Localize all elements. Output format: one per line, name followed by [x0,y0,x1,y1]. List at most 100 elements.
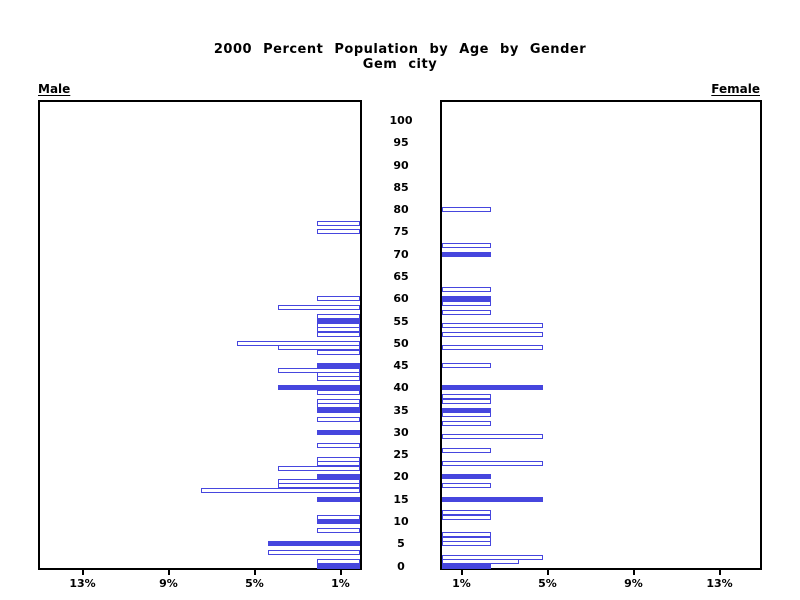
bar-male-age-53 [317,327,360,333]
age-axis-label-80: 80 [393,203,409,217]
bar-male-age-24 [317,456,360,462]
bar-male-age-22 [278,465,360,471]
age-axis-label-75: 75 [393,225,409,239]
bar-female-age-35 [442,407,492,413]
bar-male-age-50 [237,340,360,346]
bar-female-age-1 [442,559,520,565]
bar-male-age-52 [317,331,360,337]
age-axis-label-95: 95 [393,136,409,150]
age-axis-label-70: 70 [393,247,409,261]
female-pct-5-tick [546,570,549,575]
male-pct-1-label: 1% [331,577,350,590]
age-axis-label-90: 90 [393,158,409,172]
male-panel-label: Male [38,82,71,96]
bar-male-age-1 [317,559,360,565]
bar-female-age-6 [442,536,492,542]
bar-female-age-59 [442,300,492,306]
bar-female-age-26 [442,447,492,453]
chart-title: 2000 Percent Population by Age by Gender [213,42,587,57]
bar-female-age-54 [442,322,544,328]
bar-male-age-49 [278,345,360,351]
bar-male-age-40 [278,385,360,391]
bar-female-age-45 [442,363,492,369]
bar-male-age-42 [317,376,360,382]
bar-female-age-29 [442,434,544,440]
age-axis-label-40: 40 [393,381,409,395]
bar-male-age-75 [317,229,360,235]
bar-male-age-58 [278,305,360,311]
age-axis-label-65: 65 [393,269,409,283]
bar-female-age-40 [442,385,544,391]
bar-male-age-39 [317,389,360,395]
bar-female-age-62 [442,287,492,293]
age-axis-label-85: 85 [393,180,409,194]
bar-female-age-72 [442,242,492,248]
bar-female-age-18 [442,483,492,489]
bar-female-age-49 [442,345,544,351]
age-axis-label-0: 0 [397,559,405,573]
female-pct-5-label: 5% [538,577,557,590]
bar-female-age-37 [442,398,492,404]
female-pct-9-label: 9% [624,577,643,590]
male-pct-9-tick [167,570,170,575]
bar-male-age-43 [317,371,360,377]
bar-male-age-30 [317,429,360,435]
bar-female-age-52 [442,331,544,337]
bar-female-age-38 [442,394,492,400]
bar-female-age-60 [442,296,492,302]
bar-male-age-44 [278,367,360,373]
bar-male-age-48 [317,349,360,355]
bar-male-age-36 [317,403,360,409]
bar-male-age-18 [278,483,360,489]
bar-female-age-7 [442,532,492,538]
age-axis-label-15: 15 [393,492,409,506]
bar-male-age-8 [317,527,360,533]
bar-male-age-55 [317,318,360,324]
age-axis-label-20: 20 [393,470,409,484]
bar-female-age-12 [442,510,492,516]
female-panel [440,100,762,570]
bar-male-age-3 [267,550,360,556]
age-axis-label-50: 50 [393,336,409,350]
bar-female-age-0 [442,563,492,569]
bar-female-age-34 [442,412,492,418]
male-panel [38,100,362,570]
bar-male-age-45 [317,363,360,369]
age-axis-label-100: 100 [389,114,413,128]
bar-male-age-35 [317,407,360,413]
male-pct-9-label: 9% [159,577,178,590]
bar-male-age-27 [317,443,360,449]
bar-male-age-0 [317,563,360,569]
bar-male-age-77 [317,220,360,226]
bar-female-age-70 [442,251,492,257]
female-pct-1-label: 1% [452,577,471,590]
bar-male-age-23 [317,461,360,467]
bar-male-age-56 [317,314,360,320]
bar-male-age-15 [317,496,360,502]
female-panel-label: Female [711,82,760,96]
female-pct-1-tick [460,570,463,575]
male-pct-5-tick [253,570,256,575]
bar-male-age-33 [317,416,360,422]
bar-female-age-15 [442,496,544,502]
age-axis-label-60: 60 [393,292,409,306]
female-pct-13-tick [718,570,721,575]
bar-male-age-19 [278,478,360,484]
age-axis-label-10: 10 [393,514,409,528]
female-pct-9-tick [632,570,635,575]
bar-male-age-5 [267,541,360,547]
bar-female-age-23 [442,461,544,467]
female-pct-13-label: 13% [706,577,733,590]
bar-female-age-57 [442,309,492,315]
male-pct-5-label: 5% [245,577,264,590]
age-axis-label-25: 25 [393,448,409,462]
chart-subtitle: Gem city [362,57,438,72]
male-pct-13-tick [81,570,84,575]
bar-male-age-54 [317,322,360,328]
bar-male-age-10 [317,518,360,524]
bar-female-age-32 [442,420,492,426]
age-axis-label-5: 5 [397,537,405,551]
male-pct-13-label: 13% [69,577,96,590]
age-axis-label-45: 45 [393,359,409,373]
bar-male-age-60 [317,296,360,302]
